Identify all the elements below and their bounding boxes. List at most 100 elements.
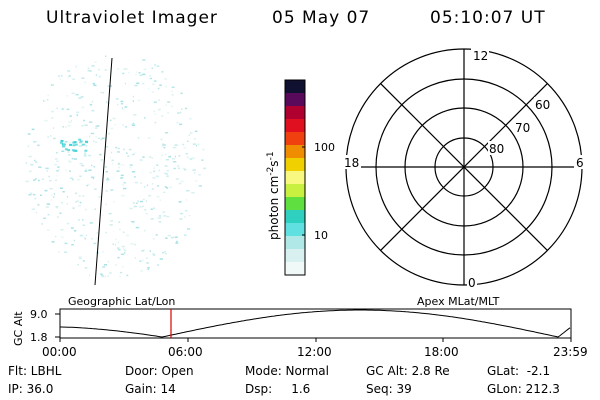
image-pixel — [94, 61, 97, 63]
image-pixel — [144, 117, 146, 119]
image-pixel — [120, 271, 123, 274]
image-pixel — [33, 179, 36, 181]
image-pixel — [111, 159, 114, 162]
colorbar-cell — [285, 80, 305, 94]
image-pixel — [169, 186, 173, 189]
image-pixel — [120, 177, 124, 179]
image-pixel — [143, 249, 146, 252]
image-pixel — [129, 207, 133, 210]
image-pixel — [174, 144, 178, 146]
image-pixel — [79, 140, 83, 143]
image-pixel — [150, 208, 153, 210]
image-pixel — [179, 111, 182, 114]
image-pixel — [161, 115, 164, 117]
image-pixel — [53, 193, 55, 195]
image-pixel — [84, 151, 87, 154]
colorbar-cell — [285, 171, 305, 185]
image-pixel — [121, 194, 125, 197]
image-pixel — [100, 159, 103, 161]
image-pixel — [166, 173, 168, 175]
image-pixel — [163, 144, 166, 146]
observation-date: 05 May 07 — [272, 8, 371, 28]
image-pixel — [131, 171, 136, 173]
image-pixel — [71, 149, 75, 152]
image-pixel — [117, 248, 121, 251]
image-pixel — [46, 98, 49, 101]
timeline-xtick-2359: 23:59 — [553, 345, 588, 359]
image-pixel — [153, 167, 155, 169]
image-pixel — [34, 159, 36, 162]
image-pixel — [58, 251, 60, 253]
image-pixel — [181, 108, 183, 110]
glon-info: GLon: 212.3 — [487, 382, 560, 396]
colorbar-cell — [285, 262, 305, 276]
image-pixel — [28, 155, 32, 158]
image-pixel — [110, 151, 113, 154]
image-pixel — [48, 175, 50, 178]
image-pixel — [79, 201, 82, 204]
image-pixel — [73, 230, 77, 232]
image-pixel — [174, 155, 176, 158]
image-pixel — [56, 170, 59, 172]
image-pixel — [67, 124, 71, 127]
image-pixel — [67, 151, 70, 153]
image-pixel — [194, 138, 196, 140]
image-pixel — [95, 136, 97, 138]
image-pixel — [156, 195, 160, 198]
timeline-xtick-0600: 06:00 — [168, 345, 203, 359]
image-pixel — [158, 169, 160, 172]
image-pixel — [51, 241, 55, 243]
image-pixel — [35, 161, 37, 163]
image-pixel — [183, 234, 187, 236]
image-pixel — [146, 257, 148, 259]
mlat-label-80: 80 — [489, 142, 504, 156]
image-pixel — [47, 136, 50, 138]
image-pixel — [148, 87, 150, 90]
image-pixel — [89, 135, 91, 138]
image-pixel — [57, 169, 60, 171]
image-pixel — [180, 180, 184, 183]
image-pixel — [85, 145, 88, 147]
image-pixel — [59, 212, 62, 214]
image-pixel — [108, 272, 112, 274]
image-pixel — [164, 251, 166, 253]
image-pixel — [142, 59, 146, 61]
colorbar-cell — [285, 132, 305, 146]
image-pixel — [156, 164, 159, 166]
image-pixel — [122, 72, 125, 75]
image-pixel — [133, 222, 135, 225]
image-pixel — [67, 160, 72, 162]
image-pixel — [106, 178, 110, 181]
image-pixel — [66, 203, 68, 205]
image-pixel — [73, 158, 77, 160]
image-pixel — [185, 199, 188, 201]
image-pixel — [194, 130, 198, 133]
image-pixel — [120, 253, 125, 255]
image-pixel — [62, 126, 64, 128]
image-pixel — [79, 162, 83, 165]
image-pixel — [153, 238, 155, 240]
image-pixel — [117, 256, 120, 259]
image-pixel — [141, 259, 144, 262]
image-pixel — [140, 182, 142, 184]
image-pixel — [88, 154, 91, 157]
colorbar-cell — [285, 145, 305, 159]
image-pixel — [111, 162, 114, 165]
image-pixel — [50, 199, 52, 201]
image-pixel — [59, 141, 63, 144]
dsp-info: Dsp: 1.6 — [245, 382, 311, 396]
image-pixel — [151, 183, 154, 185]
image-pixel — [155, 175, 160, 178]
image-pixel — [38, 166, 42, 168]
image-pixel — [173, 167, 176, 170]
image-pixel — [154, 113, 156, 115]
image-pixel — [186, 190, 190, 192]
image-pixel — [121, 245, 126, 248]
image-pixel — [117, 147, 120, 150]
image-pixel — [177, 165, 180, 167]
image-pixel — [104, 69, 108, 71]
image-pixel — [81, 143, 85, 146]
image-pixel — [171, 86, 175, 88]
image-pixel — [66, 196, 69, 198]
image-pixel — [78, 138, 82, 141]
